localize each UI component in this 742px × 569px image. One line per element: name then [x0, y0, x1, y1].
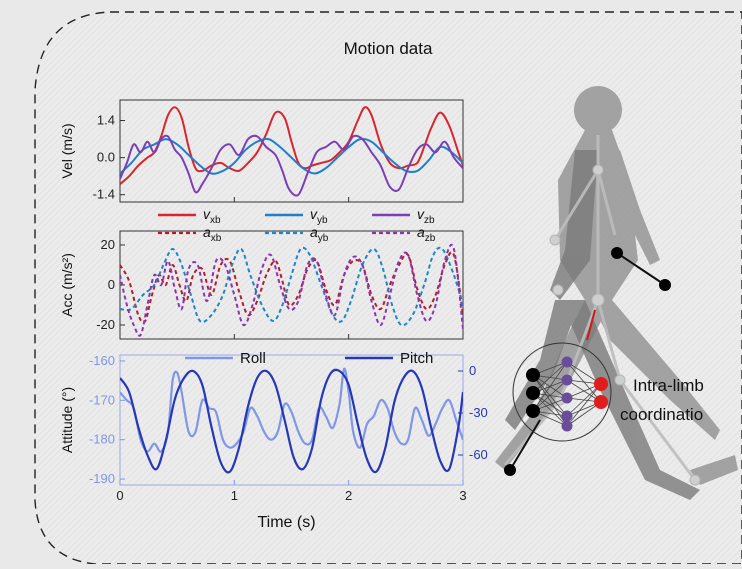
legend-label-roll: Roll	[240, 350, 266, 367]
nn-input-node	[526, 368, 540, 382]
y2-tick-label: -30	[469, 405, 488, 420]
y-tick-label: 0	[108, 277, 115, 292]
nn-hidden-node	[561, 356, 573, 368]
nn-hidden-node	[561, 420, 573, 432]
series-line-v-xb	[120, 106, 463, 185]
series-line-a-xb	[120, 251, 463, 324]
nn-edge	[566, 383, 602, 417]
x-axis: 0 1 2 3 Time (s)	[116, 488, 466, 531]
legend-subscript: yb	[318, 233, 329, 244]
legend-label-pitch: Pitch	[400, 350, 433, 367]
nn-hidden-node	[561, 374, 573, 386]
coordination-label-line1: Intra-limb	[633, 376, 704, 395]
series-line-a-zb	[120, 243, 463, 337]
legend-subscript: xb	[211, 233, 222, 244]
nn-hidden-node	[561, 392, 573, 404]
y-axis-label: Acc (m/s²)	[59, 253, 75, 317]
nn-input-node	[526, 404, 540, 418]
nn-output-node	[594, 395, 608, 409]
nn-edge	[532, 392, 568, 427]
y-tick-label: -170	[89, 392, 115, 407]
y2-tick-label: -60	[469, 447, 488, 462]
legend-subscript: zb	[425, 233, 436, 244]
x-axis-label: Time (s)	[257, 514, 315, 531]
nn-edge	[532, 379, 568, 412]
x-tick-label: 2	[345, 488, 352, 503]
series-group	[120, 106, 463, 197]
y-tick-label: -1.4	[93, 187, 115, 202]
y2-tick-label: 0	[469, 363, 476, 378]
x-tick-label: 0	[116, 488, 123, 503]
foot-joint-node	[504, 464, 516, 476]
plot-frame	[119, 99, 464, 203]
nn-edge	[566, 383, 602, 427]
panel-velocity: 1.4 0.0 -1.4 Vel (m/s)	[59, 99, 464, 203]
nn-hidden-node	[561, 410, 573, 422]
y-axis-label: Vel (m/s)	[59, 123, 75, 178]
y-tick-label: -190	[89, 471, 115, 486]
y-tick-label: 0.0	[97, 150, 115, 165]
y-tick-label: 1.4	[97, 113, 115, 128]
neural-network-diagram	[512, 342, 612, 442]
panel-attitude: -160 -170 -180 -190 0 -30 -60 Attitude (°)	[59, 353, 488, 486]
wrist-joint-node	[659, 279, 671, 291]
series-group	[120, 243, 463, 337]
nn-output-node	[594, 377, 608, 391]
series-line-v-yb	[120, 137, 463, 175]
plot-frame	[119, 354, 464, 486]
legend-subscript: yb	[317, 215, 328, 226]
panel-acceleration: 20 0 -20 Acc (m/s²)	[59, 230, 464, 340]
coordination-label-line2: coordinatio	[620, 405, 703, 424]
y-tick-label: -160	[89, 353, 115, 368]
y-tick-label: -20	[96, 317, 115, 332]
legend-subscript: xb	[210, 215, 221, 226]
nn-edge	[532, 374, 568, 427]
arm-joint-node	[611, 247, 623, 259]
series-line-a-yb	[120, 246, 463, 327]
series-line-pitch	[120, 368, 463, 474]
y-tick-label: -180	[89, 432, 115, 447]
nn-input-node	[526, 386, 540, 400]
figure-title: Motion data	[344, 39, 433, 58]
series-line-roll	[120, 367, 463, 453]
series-group	[120, 367, 463, 474]
y-tick-label: 20	[101, 237, 115, 252]
x-tick-label: 1	[231, 488, 238, 503]
nn-edge	[532, 361, 568, 412]
x-tick-label: 3	[459, 488, 466, 503]
legend-subscript: zb	[424, 215, 435, 226]
series-line-v-zb	[120, 134, 463, 197]
nn-edge	[532, 361, 568, 394]
y-axis-label: Attitude (°)	[59, 387, 75, 453]
walking-figure-illustration	[495, 86, 738, 500]
